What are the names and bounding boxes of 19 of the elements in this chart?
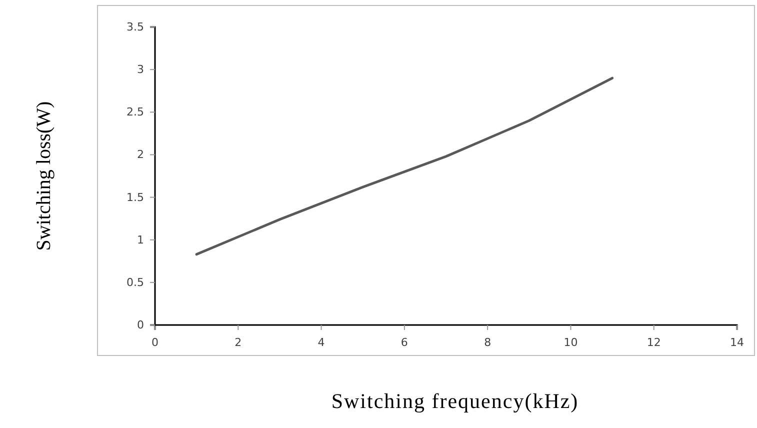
y-tick-label: 1.5 bbox=[126, 190, 144, 204]
y-axis-title: Switching loss(W) bbox=[33, 101, 55, 251]
y-tick-label: 2.5 bbox=[126, 106, 144, 119]
x-axis-title: Switching frequency(kHz) bbox=[331, 389, 579, 413]
y-tick-label: 0 bbox=[137, 318, 144, 332]
x-tick-label: 4 bbox=[318, 336, 325, 349]
x-tick-label: 8 bbox=[484, 336, 492, 349]
x-tick-label: 2 bbox=[234, 336, 242, 349]
y-tick-label: 2 bbox=[137, 148, 144, 162]
x-tick-label: 0 bbox=[152, 336, 158, 349]
x-tick-label: 6 bbox=[400, 336, 408, 349]
x-tick-label: 12 bbox=[646, 336, 661, 349]
y-tick-label: 3 bbox=[137, 63, 144, 76]
x-tick-label: 14 bbox=[730, 336, 744, 349]
y-tick-label: 3.5 bbox=[126, 20, 144, 34]
line-series bbox=[195, 76, 614, 256]
x-tick-label: 10 bbox=[564, 336, 578, 349]
y-tick-label: 0.5 bbox=[126, 276, 144, 289]
y-tick-label: 1 bbox=[137, 233, 144, 246]
